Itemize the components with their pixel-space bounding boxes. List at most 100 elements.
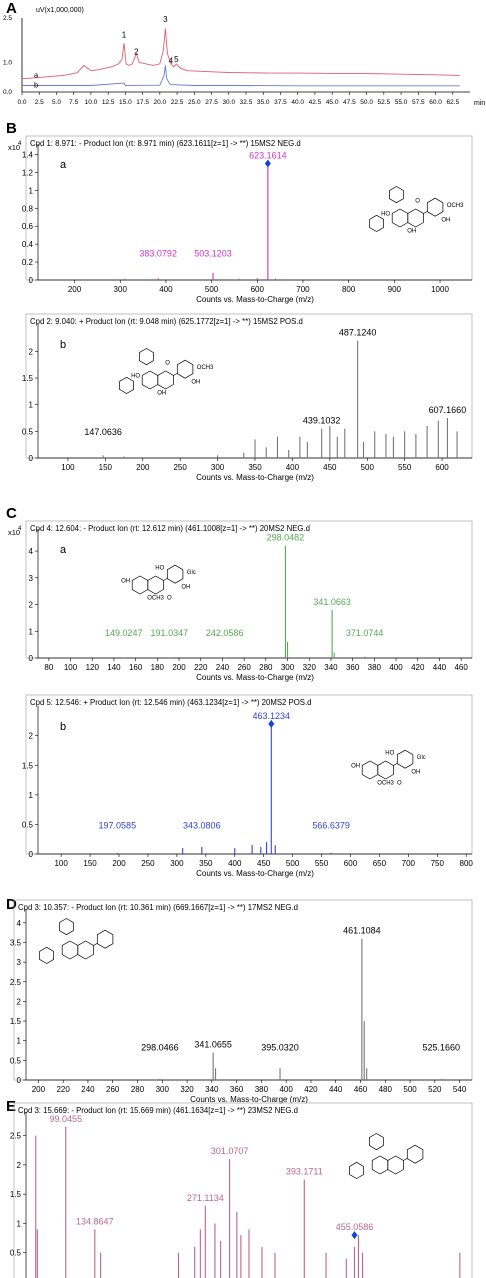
a-xlabel: min	[474, 100, 485, 107]
structure-b-a-atom-label: HO	[381, 211, 390, 217]
a-peak-label: 3	[163, 15, 168, 24]
panel-letter-c: C	[6, 505, 17, 522]
structure-c-b-ring-a	[361, 760, 379, 780]
structure-c-b-ring-b	[396, 749, 414, 769]
c-a-multiplier: x10	[8, 528, 20, 537]
b-a-xlabel: Counts vs. Mass-to-Charge (m/z)	[196, 295, 314, 304]
b-a-title: Cpd 1: 8.971: - Product Ion (rt: 8.971 m…	[30, 139, 301, 148]
d-y-tick-label: 3.5	[10, 939, 22, 948]
c-b-x-tick-label: 600	[344, 859, 358, 868]
c-a-x-tick-label: 220	[194, 663, 208, 672]
b-a-peak-label: 503.1203	[194, 249, 232, 259]
d-x-tick-label: 520	[428, 1085, 442, 1094]
c-a-x-tick-label: 360	[346, 663, 360, 672]
a-peak-label: 5	[174, 55, 179, 64]
d-x-tick-label: 260	[106, 1085, 120, 1094]
c-b-y-tick-label: 1.5	[22, 761, 34, 770]
structure-b-b-ring-c	[157, 370, 174, 390]
b-a-y-tick-label: 1	[29, 186, 34, 195]
structure-b-b-atom-label: HO	[131, 373, 140, 379]
structure-c-a-atom-label: OH	[121, 578, 130, 584]
structure-b-b-atom-label: OH	[157, 390, 166, 396]
b-a-exponent: 4	[18, 141, 22, 147]
structure-b-a-ring-c	[407, 208, 424, 228]
b-a-x-tick-label: 300	[114, 285, 128, 294]
b-a-x-tick-label: 400	[159, 285, 173, 294]
structure-c-a-atom-label: O	[167, 595, 172, 601]
structure-b-b-ring-b	[176, 359, 194, 379]
d-peak-label: 525.1660	[422, 1042, 460, 1052]
c-b-peak-label: 566.6379	[312, 820, 350, 830]
c-a-x-tick-label: 340	[324, 663, 338, 672]
a-x-tick-label: 25.0	[188, 99, 201, 106]
structure-b-b-atom-label: OH	[191, 380, 200, 386]
b-b-sub-label: b	[60, 339, 66, 351]
a-ylabel: uV(x1,000,000)	[36, 7, 84, 14]
a-x-tick-label: 40.0	[291, 99, 304, 106]
structure-b-a-ring-a	[391, 208, 409, 228]
structure-b-b-sugar-2	[119, 376, 134, 394]
structure-c-b-ring-c	[377, 760, 394, 780]
c-b-frame	[25, 694, 473, 855]
a-x-tick-label: 10.0	[85, 99, 98, 106]
c-a-x-tick-label: 180	[151, 663, 165, 672]
b-b-xlabel: Counts vs. Mass-to-Charge (m/z)	[196, 473, 314, 482]
d-x-tick-label: 240	[81, 1085, 95, 1094]
c-b-x-tick-label: 800	[460, 859, 474, 868]
structure-b-a-bond	[423, 210, 428, 214]
a-x-tick-label: 35.0	[257, 99, 270, 106]
structure-c-b-atom-label: Glc	[417, 755, 426, 761]
structure-c-b-atom-label: OCH3	[377, 780, 394, 786]
c-b-y-tick-label: 0	[29, 850, 34, 859]
b-b-peak-label: 147.0636	[84, 427, 122, 437]
c-b-peak-label: 343.0806	[183, 820, 221, 830]
structure-e-ring-a	[371, 1155, 389, 1175]
c-a-x-tick-label: 400	[389, 663, 403, 672]
c-b-sub-label: b	[60, 721, 66, 733]
a-y-tick-label: 0.0	[3, 89, 12, 96]
d-x-tick-label: 420	[304, 1085, 318, 1094]
structure-c-a-atom-label: OH	[181, 585, 190, 591]
a-x-tick-label: 42.5	[309, 99, 322, 106]
d-x-tick-label: 320	[180, 1085, 194, 1094]
c-b-x-tick-label: 450	[257, 859, 271, 868]
c-b-peak-label: 197.0585	[99, 820, 137, 830]
structure-d-sugar-2	[39, 946, 54, 964]
structure-d-bond	[93, 942, 98, 946]
structure-c-a-atom-label: Glc	[187, 570, 196, 576]
b-a-x-tick-label: 800	[342, 285, 356, 294]
b-b-x-tick-label: 550	[398, 463, 412, 472]
e-y-tick-label: 1.5	[10, 1190, 22, 1199]
b-b-y-tick-label: 1.5	[22, 374, 34, 383]
b-b-x-tick-label: 450	[323, 463, 337, 472]
structure-e-ring-b	[406, 1144, 424, 1164]
c-a-y-tick-label: 2	[29, 601, 34, 610]
d-x-tick-label: 460	[354, 1085, 368, 1094]
c-b-x-tick-label: 350	[199, 859, 213, 868]
a-y-tick-label: 2.5	[3, 15, 12, 22]
structure-e-ring-c	[387, 1155, 404, 1175]
b-b-x-tick-label: 100	[61, 463, 75, 472]
c-a-sub-label: a	[60, 544, 67, 556]
structure-d-ring-b	[96, 929, 114, 949]
c-b-peak-label: 463.1234	[253, 711, 291, 721]
a-x-tick-label: 15.0	[119, 99, 132, 106]
a-x-tick-label: 27.5	[205, 99, 218, 106]
b-b-x-tick-label: 500	[361, 463, 375, 472]
a-x-tick-label: 7.5	[69, 99, 78, 106]
b-a-y-tick-label: 0	[29, 276, 34, 285]
a-x-tick-label: 50.0	[360, 99, 373, 106]
structure-b-b-ring-a	[141, 370, 159, 390]
structure-c-a-ring-a	[131, 575, 149, 595]
a-x-tick-label: 17.5	[136, 99, 149, 106]
c-a-x-tick-label: 460	[454, 663, 468, 672]
a-x-tick-label: 2.5	[35, 99, 44, 106]
c-a-x-tick-label: 200	[172, 663, 186, 672]
b-b-x-tick-label: 150	[99, 463, 113, 472]
c-a-x-tick-label: 160	[129, 663, 143, 672]
b-b-x-tick-label: 600	[435, 463, 449, 472]
c-b-title: Cpd 5: 12.546: + Product Ion (rt: 12.546…	[30, 698, 312, 707]
e-peak-label: 99.0455	[49, 1114, 82, 1124]
d-y-tick-label: 2	[17, 997, 22, 1006]
